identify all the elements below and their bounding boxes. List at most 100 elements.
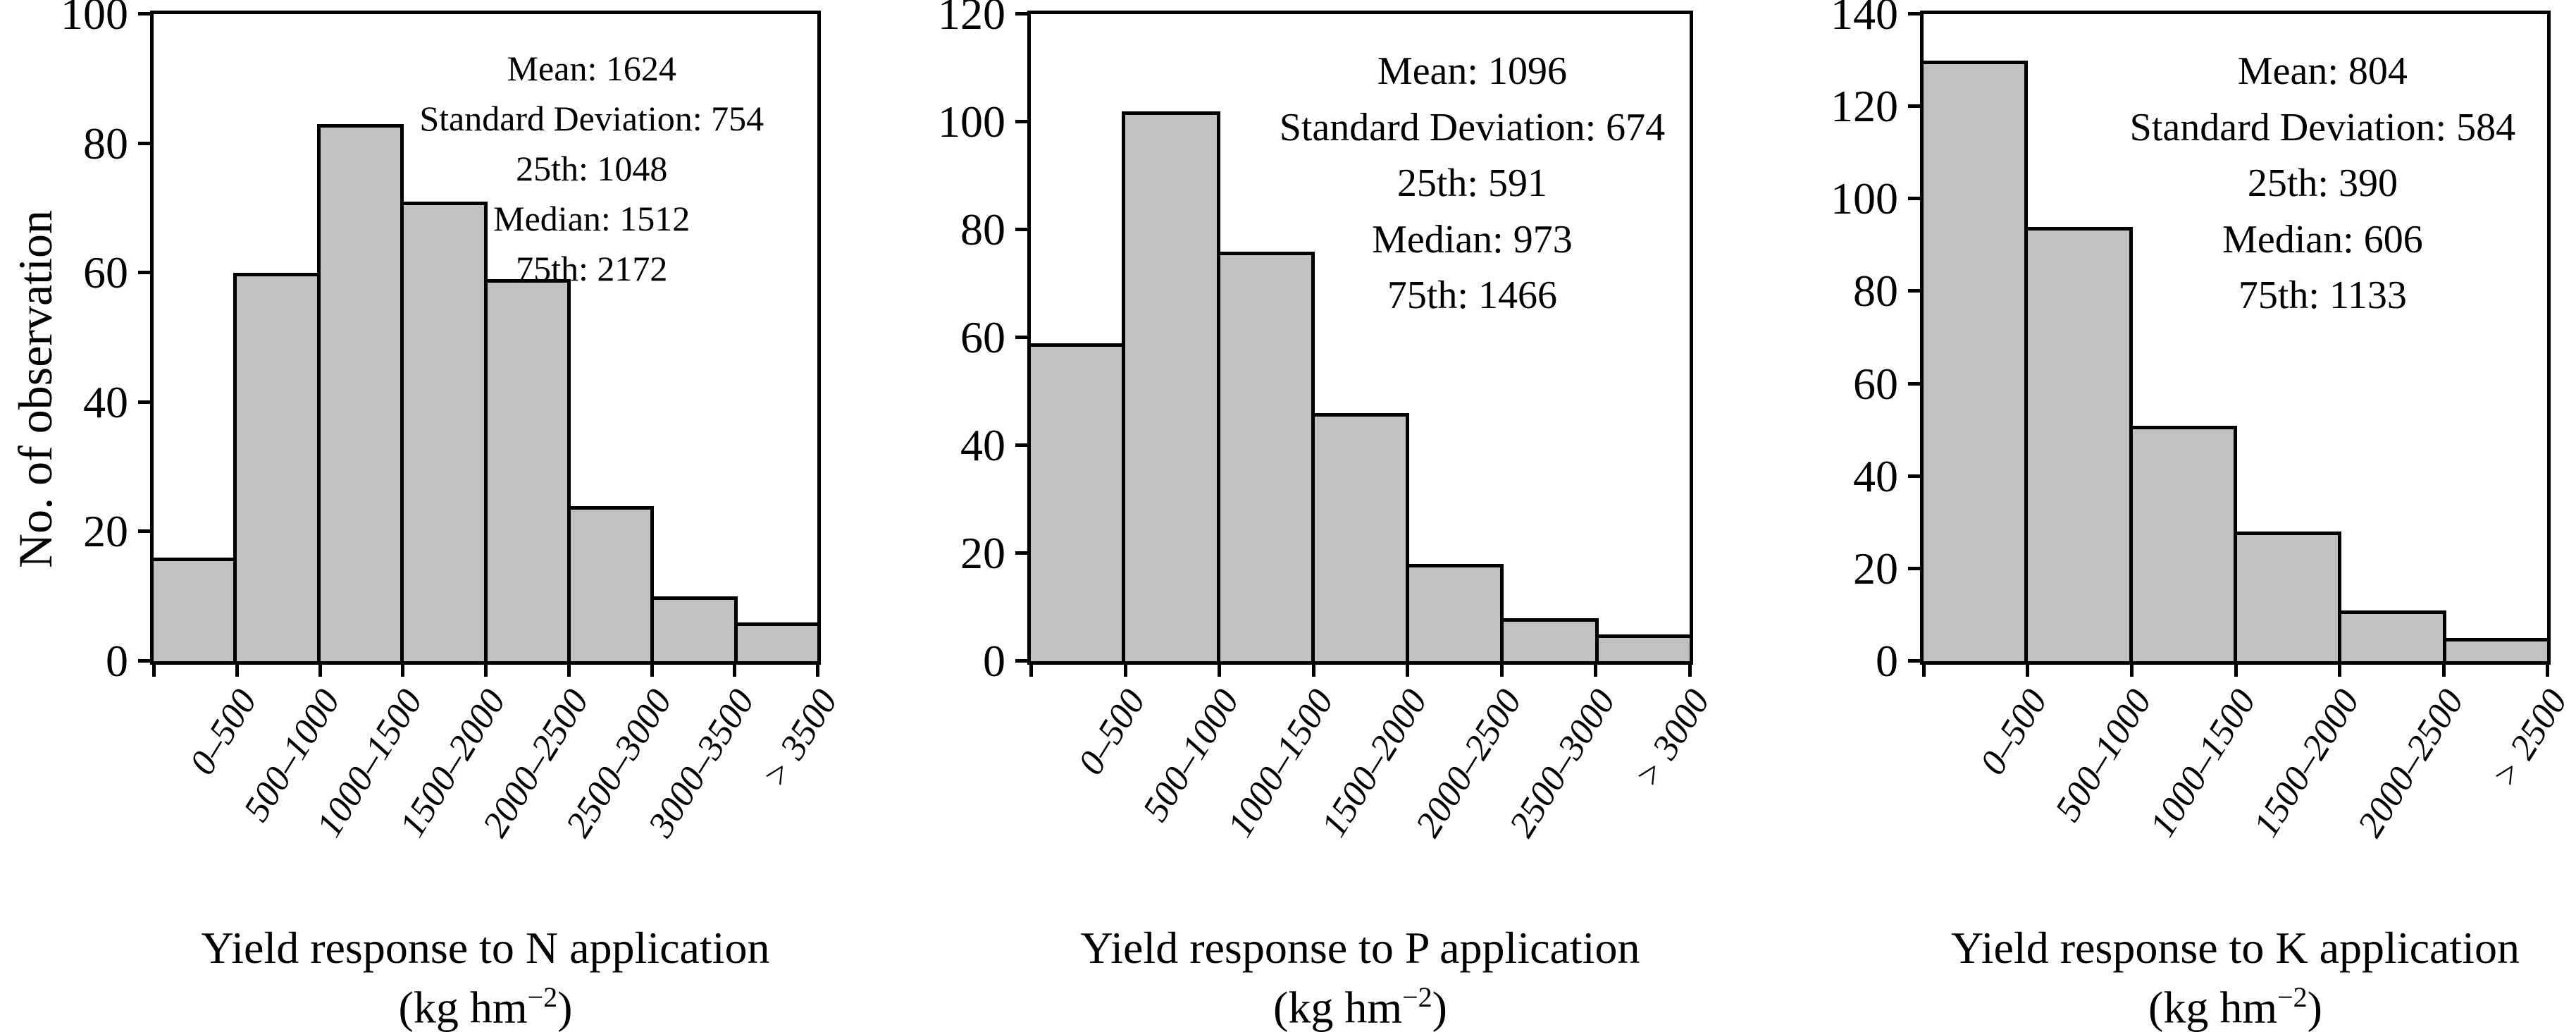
histogram-bar [2442,638,2547,661]
histogram-panel-p: 0 20 40 60 80 100 120 0–500 500–1000 1000–1500 150… [859,0,1718,1032]
stats-line: Median: 973 [1372,217,1573,262]
y-axis-tick-label: 120 [938,0,1005,39]
histogram-bar [1500,618,1599,661]
x-axis-tick [2129,661,2134,677]
y-axis-tick [1908,104,1924,109]
x-axis-tick [1218,661,1222,677]
y-axis-tick-label: 0 [983,636,1005,686]
bars-container [1924,14,2547,661]
y-axis-tick-label: 100 [1831,173,1898,224]
stats-line: Median: 606 [2222,217,2423,262]
x-axis-tick [318,661,322,677]
stats-annotation: Mean: 1096 Standard Deviation: 674 25th: 5… [1280,44,1665,324]
histogram-bar [154,558,237,661]
y-axis-tick [138,400,154,404]
stats-line: Median: 1512 [493,199,691,238]
y-axis-tick-label: 60 [960,312,1005,362]
x-axis-tick-label: > 2500 [2484,682,2575,795]
x-axis-tick [2441,661,2446,677]
stats-line: Mean: 804 [2237,49,2408,93]
y-axis-tick [1908,659,1924,663]
x-axis-unit: (kg hm−2) [1811,973,2576,1032]
x-axis-tick [566,661,571,677]
plot-area-n: 0 20 40 60 80 100 0–500 500–1000 1000–1500 1500–2… [8,0,846,1032]
stats-annotation: Mean: 1624 Standard Deviation: 754 25th: 1… [419,44,764,294]
x-axis-unit: (kg hm−2) [918,973,1802,1032]
histogram-bar [316,124,404,661]
y-axis-tick [1908,566,1924,570]
x-axis-tick-label: 2000–2500 [2349,682,2472,844]
x-axis-tick-label: > 3500 [754,682,846,795]
y-axis-tick-label: 120 [1831,81,1898,132]
histogram-bar [483,279,571,661]
stats-line: 75th: 1466 [1387,274,1557,318]
x-axis-tick [152,661,156,677]
histogram-bar [2024,226,2133,661]
x-axis-unit: (kg hm−2) [41,973,930,1032]
y-axis-tick [1015,12,1031,16]
histogram-bar [1406,564,1504,661]
x-axis-tick-label: 0–500 [1973,682,2056,782]
y-axis-tick [1908,289,1924,293]
x-axis-title: Yield response to P application (kg hm−2) [918,923,1802,1032]
histogram-bar [2338,610,2446,661]
histogram-panel-n: 0 20 40 60 80 100 0–500 500–1000 1000–1500 1500–2… [0,0,859,1032]
x-axis-tick [1311,661,1315,677]
stats-line: Standard Deviation: 754 [419,99,764,138]
x-axis-unit-exponent: −2 [527,981,558,1013]
y-axis-tick-label: 100 [938,97,1005,147]
histogram-bar [1311,413,1410,661]
histogram-bar [650,596,738,661]
y-axis-tick [1908,197,1924,201]
x-axis-unit-suffix: ) [2307,982,2322,1032]
x-axis-tick [401,661,405,677]
x-axis-tick-label: 0–500 [182,682,265,782]
y-axis-tick [138,659,154,663]
y-axis-tick-label: 40 [1853,450,1898,501]
x-axis-title-text: Yield response to K application [1951,923,2520,973]
plot-area-p: 0 20 40 60 80 100 120 0–500 500–1000 1000–1500 150… [938,0,1718,1032]
x-axis-unit-exponent: −2 [1402,981,1432,1013]
y-axis-tick [1015,551,1031,555]
y-axis-tick [1908,12,1924,16]
y-axis-tick-label: 20 [1853,543,1898,594]
x-axis-tick [816,661,819,677]
y-axis-tick [1015,120,1031,123]
x-axis-tick-label: 500–1000 [2048,682,2160,829]
stats-line: 25th: 591 [1397,161,1547,206]
y-axis-tick [138,529,154,534]
x-axis-tick [235,661,239,677]
y-axis-tick-label: 60 [1853,358,1898,409]
x-axis-tick [2546,661,2549,677]
x-axis-tick [484,661,488,677]
stats-line: Standard Deviation: 584 [2129,105,2516,149]
y-axis-tick [138,271,154,275]
x-axis-title-text: Yield response to N application [201,923,770,973]
y-axis-tick-label: 80 [1853,266,1898,317]
y-axis-tick-label: 80 [960,204,1005,255]
y-axis-tick [138,141,154,145]
stats-line: Mean: 1624 [507,49,676,88]
stats-annotation: Mean: 804 Standard Deviation: 584 25th: 39… [2130,44,2515,324]
y-axis-tick-label: 140 [1831,0,1898,39]
x-axis-title: Yield response to K application (kg hm−2) [1811,923,2576,1032]
stats-line: 25th: 390 [2247,161,2398,206]
y-axis-tick [1015,336,1031,339]
stats-line: 75th: 1133 [2238,274,2407,318]
y-axis-tick-label: 40 [960,420,1005,471]
x-axis-tick [1029,661,1033,677]
y-axis-tick [1015,659,1031,663]
x-axis-tick [2234,661,2238,677]
x-axis-tick [1406,661,1410,677]
y-axis-tick-label: 80 [83,118,128,168]
x-axis-unit-suffix: ) [557,982,573,1032]
x-axis-tick [650,661,654,677]
x-axis-unit-suffix: ) [1432,982,1447,1032]
x-axis-tick-label: 0–500 [1070,682,1153,782]
x-axis-tick-label: > 3000 [1626,682,1718,795]
y-axis-title: No. of observation [8,210,62,569]
y-axis-tick-label: 40 [83,376,128,427]
x-axis-tick [2337,661,2341,677]
y-axis-tick [1015,228,1031,232]
